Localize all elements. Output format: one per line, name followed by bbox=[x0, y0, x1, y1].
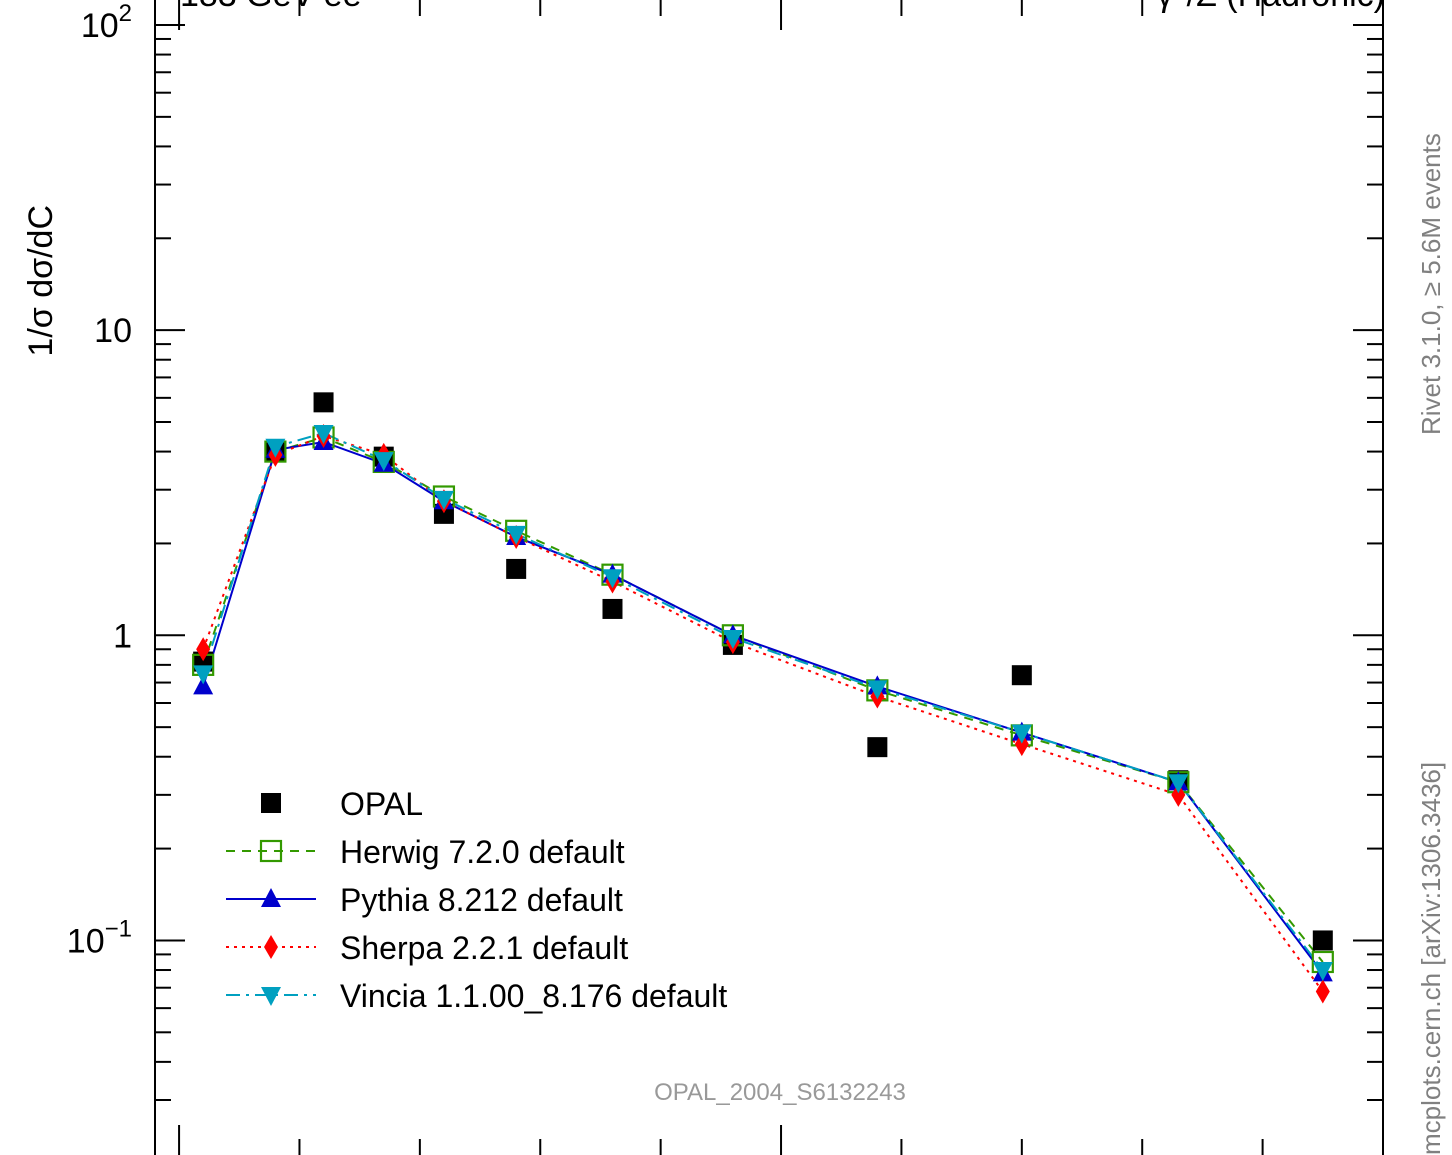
data-point-s4-0 bbox=[193, 665, 214, 685]
data-point-s4-3 bbox=[373, 452, 394, 472]
data-point-s0-8 bbox=[867, 737, 888, 758]
y-axis-label: 1/σ dσ/dC bbox=[22, 205, 60, 357]
data-point-s4-2 bbox=[313, 425, 334, 445]
legend-marker-2 bbox=[261, 888, 281, 907]
data-point-s3-11 bbox=[1315, 979, 1330, 1004]
data-point-s4-4 bbox=[433, 490, 454, 510]
series-line-3 bbox=[202, 434, 1324, 993]
plot-frame bbox=[154, 0, 1384, 1155]
data-point-s2-0 bbox=[193, 675, 214, 695]
top-right-text: γ*/Z (Hadronic) bbox=[1156, 0, 1385, 14]
top-left-text: 183 GeV ee bbox=[180, 0, 361, 14]
mcplots-credit-label: mcplots.cern.ch [arXiv:1306.3436] bbox=[1416, 762, 1446, 1155]
data-point-s4-10 bbox=[1168, 774, 1189, 794]
legend-marker-3 bbox=[264, 935, 278, 959]
series-line-4 bbox=[202, 431, 1324, 971]
data-point-s4-8 bbox=[867, 680, 888, 700]
data-point-s4-6 bbox=[602, 569, 623, 589]
legend-label-4: Vincia 1.1.00_8.176 default bbox=[340, 978, 727, 1014]
data-point-s4-5 bbox=[506, 525, 527, 545]
y-tick-label: 10 bbox=[94, 312, 132, 350]
data-point-s3-10 bbox=[1171, 782, 1186, 807]
data-point-s0-5 bbox=[506, 558, 527, 579]
series-line-1 bbox=[202, 436, 1324, 963]
data-point-s0-2 bbox=[313, 392, 334, 413]
analysis-id-label: OPAL_2004_S6132243 bbox=[654, 1079, 906, 1106]
legend-label-2: Pythia 8.212 default bbox=[340, 882, 623, 918]
y-tick-label: 1 bbox=[113, 617, 132, 655]
y-tick-label: 102 bbox=[81, 0, 132, 45]
legend-label-3: Sherpa 2.2.1 default bbox=[340, 930, 628, 966]
rivet-version-label: Rivet 3.1.0, ≥ 5.6M events bbox=[1416, 133, 1446, 435]
legend-label-0: OPAL bbox=[340, 786, 423, 822]
data-point-s4-1 bbox=[265, 438, 286, 458]
data-point-s0-9 bbox=[1011, 665, 1032, 686]
data-point-s0-6 bbox=[602, 598, 623, 619]
y-tick-label: 10−1 bbox=[67, 915, 132, 960]
data-point-s3-0 bbox=[196, 637, 211, 662]
legend-marker-4 bbox=[261, 987, 281, 1006]
data-point-s4-11 bbox=[1312, 962, 1333, 982]
legend-marker-0 bbox=[261, 793, 281, 813]
data-point-s4-7 bbox=[722, 629, 743, 649]
data-point-s0-11 bbox=[1312, 930, 1333, 951]
legend-marker-1 bbox=[259, 839, 283, 863]
data-point-s4-9 bbox=[1011, 724, 1032, 744]
legend-label-1: Herwig 7.2.0 default bbox=[340, 834, 625, 870]
data-point-s3-9 bbox=[1014, 732, 1029, 757]
